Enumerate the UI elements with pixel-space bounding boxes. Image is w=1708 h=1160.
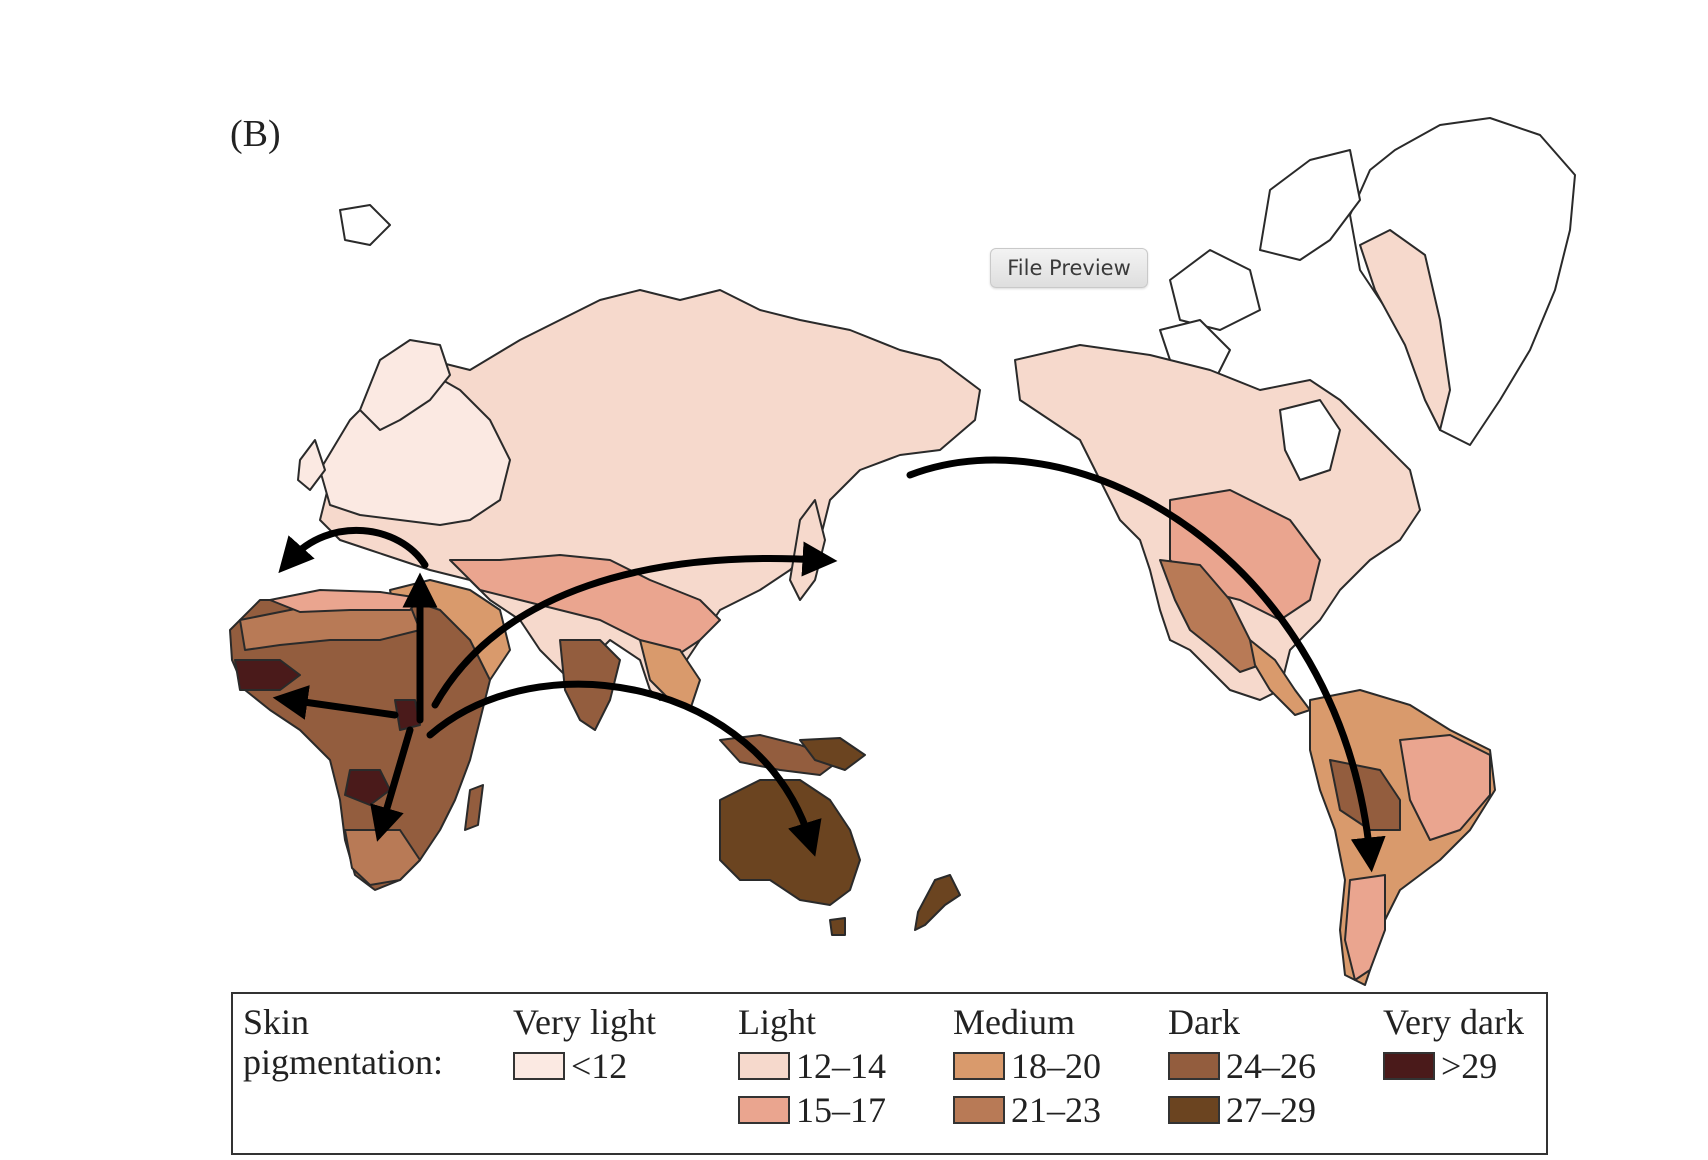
legend-entry: <12 bbox=[513, 1046, 656, 1086]
legend-swatch bbox=[1168, 1096, 1220, 1124]
file-preview-button[interactable]: File Preview bbox=[990, 248, 1148, 288]
legend-group-very-light: Very light <12 bbox=[513, 1002, 656, 1086]
legend-swatch bbox=[738, 1052, 790, 1080]
legend-entry: 27–29 bbox=[1168, 1090, 1316, 1130]
legend-group-name: Medium bbox=[953, 1002, 1075, 1042]
south-america-region bbox=[1309, 689, 1496, 986]
hudson-bay bbox=[1279, 399, 1341, 481]
central-africa-very-dark bbox=[344, 769, 391, 806]
legend-entry: 24–26 bbox=[1168, 1046, 1316, 1086]
east-africa-very-dark bbox=[394, 699, 421, 731]
legend-group-medium: Medium 18–20 21–23 bbox=[953, 1002, 1101, 1130]
legend-entry: 21–23 bbox=[953, 1090, 1101, 1130]
legend-entry: 12–14 bbox=[738, 1046, 886, 1086]
eurasia-region bbox=[319, 289, 981, 701]
arctic-islands bbox=[1259, 149, 1361, 261]
madagascar bbox=[464, 784, 484, 831]
legend-range: 12–14 bbox=[796, 1046, 886, 1086]
scandinavia bbox=[359, 339, 451, 431]
central-asia-light-2 bbox=[449, 554, 721, 661]
migration-arrow-south bbox=[370, 726, 414, 842]
legend-group-name: Very light bbox=[513, 1002, 656, 1042]
legend-group-name: Very dark bbox=[1383, 1002, 1524, 1042]
legend-range: <12 bbox=[571, 1046, 628, 1086]
panel-label: (B) bbox=[230, 113, 281, 155]
west-africa-very-dark bbox=[234, 659, 301, 691]
tasmania bbox=[829, 917, 846, 936]
legend-swatch bbox=[1168, 1052, 1220, 1080]
legend-swatch bbox=[513, 1052, 565, 1080]
greenland-light-strip bbox=[1359, 229, 1451, 431]
legend-group-light: Light 12–14 15–17 bbox=[738, 1002, 886, 1130]
legend: Skin pigmentation: Very light <12 Light … bbox=[231, 992, 1548, 1155]
legend-range: 15–17 bbox=[796, 1090, 886, 1130]
arctic-islands-2 bbox=[1169, 249, 1261, 331]
migration-arrow-australia bbox=[426, 680, 822, 857]
migration-arrow-europe bbox=[278, 526, 429, 574]
central-america bbox=[1249, 639, 1311, 716]
legend-group-very-dark: Very dark >29 bbox=[1383, 1002, 1524, 1086]
britain bbox=[297, 439, 326, 491]
legend-entry: 18–20 bbox=[953, 1046, 1101, 1086]
new-guinea bbox=[799, 737, 866, 771]
legend-entry: >29 bbox=[1383, 1046, 1524, 1086]
south-america-south bbox=[1344, 874, 1386, 981]
legend-range: 18–20 bbox=[1011, 1046, 1101, 1086]
legend-group-name: Light bbox=[738, 1002, 816, 1042]
legend-entry: 15–17 bbox=[738, 1090, 886, 1130]
migration-arrow-americas bbox=[906, 456, 1386, 873]
iceland bbox=[339, 204, 391, 246]
greenland-region bbox=[1349, 117, 1576, 446]
legend-swatch bbox=[953, 1096, 1005, 1124]
legend-group-name: Dark bbox=[1168, 1002, 1240, 1042]
legend-title: Skin pigmentation: bbox=[243, 1002, 443, 1082]
legend-range: 24–26 bbox=[1226, 1046, 1316, 1086]
migration-arrow-east-asia bbox=[431, 541, 838, 709]
legend-range: >29 bbox=[1441, 1046, 1498, 1086]
legend-group-dark: Dark 24–26 27–29 bbox=[1168, 1002, 1316, 1130]
legend-range: 21–23 bbox=[1011, 1090, 1101, 1130]
migration-arrow-west bbox=[272, 685, 399, 720]
legend-swatch bbox=[738, 1096, 790, 1124]
new-zealand bbox=[914, 874, 961, 931]
legend-swatch bbox=[953, 1052, 1005, 1080]
north-america-medium bbox=[1159, 559, 1261, 673]
south-america-dark bbox=[1329, 759, 1401, 831]
south-america-light bbox=[1399, 734, 1491, 841]
legend-swatch bbox=[1383, 1052, 1435, 1080]
legend-range: 27–29 bbox=[1226, 1090, 1316, 1130]
